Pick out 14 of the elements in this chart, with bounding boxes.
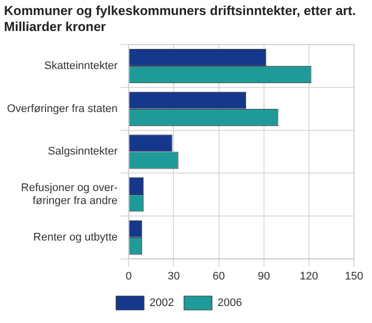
x-tick-label: 30 <box>168 270 180 282</box>
x-tick-label: 120 <box>300 270 318 282</box>
chart-title: Kommuner og fylkeskommuners driftsinntekter, etter art. Milliarder kroner <box>3 2 357 35</box>
x-tick-label: 0 <box>126 270 132 282</box>
x-tick-label: 90 <box>258 270 270 282</box>
y-tick-label: Skatteinntekter <box>44 60 118 72</box>
x-tick-label: 60 <box>212 270 225 282</box>
legend-label: 2006 <box>218 297 242 310</box>
y-tick-label: Salgsinntekter <box>48 146 118 158</box>
legend-label: 2002 <box>150 297 174 310</box>
y-tick-label: Refusjoner og over- føringer fra andre <box>21 182 118 208</box>
x-tick-label: 150 <box>344 270 364 282</box>
y-tick-label: Renter og utbytte <box>33 231 118 244</box>
y-tick-label: Overføringer fra staten <box>6 102 118 115</box>
